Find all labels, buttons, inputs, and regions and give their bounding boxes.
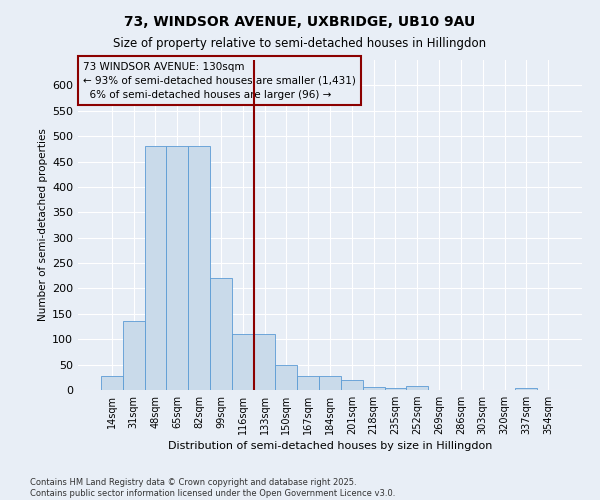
- Text: 73, WINDSOR AVENUE, UXBRIDGE, UB10 9AU: 73, WINDSOR AVENUE, UXBRIDGE, UB10 9AU: [124, 15, 476, 29]
- Bar: [188, 146, 210, 390]
- Bar: [101, 376, 123, 390]
- Bar: [123, 322, 145, 390]
- Bar: [515, 388, 537, 390]
- Bar: [363, 388, 385, 390]
- Text: 73 WINDSOR AVENUE: 130sqm
← 93% of semi-detached houses are smaller (1,431)
  6%: 73 WINDSOR AVENUE: 130sqm ← 93% of semi-…: [83, 62, 356, 100]
- Bar: [166, 146, 188, 390]
- Bar: [406, 386, 428, 390]
- Bar: [385, 388, 406, 390]
- Bar: [319, 376, 341, 390]
- Y-axis label: Number of semi-detached properties: Number of semi-detached properties: [38, 128, 48, 322]
- Bar: [210, 278, 232, 390]
- Bar: [254, 334, 275, 390]
- X-axis label: Distribution of semi-detached houses by size in Hillingdon: Distribution of semi-detached houses by …: [168, 442, 492, 452]
- Bar: [145, 146, 166, 390]
- Bar: [341, 380, 363, 390]
- Bar: [297, 376, 319, 390]
- Bar: [275, 364, 297, 390]
- Text: Contains HM Land Registry data © Crown copyright and database right 2025.
Contai: Contains HM Land Registry data © Crown c…: [30, 478, 395, 498]
- Bar: [232, 334, 254, 390]
- Text: Size of property relative to semi-detached houses in Hillingdon: Size of property relative to semi-detach…: [113, 38, 487, 51]
